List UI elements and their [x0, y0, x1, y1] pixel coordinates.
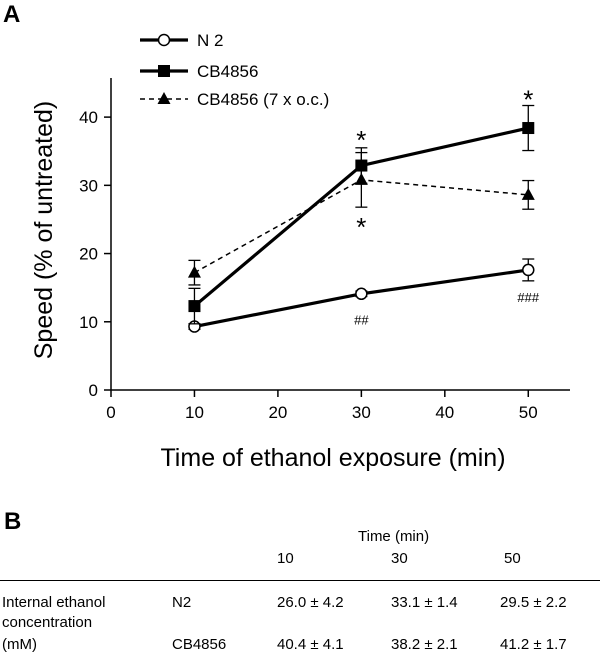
y-tick-label: 40 [79, 108, 98, 127]
row-strain-n2: N2 [172, 594, 192, 611]
row-label-line-2: concentration [2, 614, 93, 631]
y-axis-title: Speed (% of untreated) [30, 101, 58, 360]
column-header-10: 10 [277, 550, 294, 567]
legend-label: CB4856 [197, 62, 258, 81]
row-label-line-1: Internal ethanol [2, 594, 106, 611]
column-header-30: 30 [391, 550, 408, 567]
legend-marker [158, 65, 170, 77]
axes: 0 10 20 30 40 0 10 20 30 40 50 [79, 78, 570, 422]
significance-star: * [356, 212, 366, 242]
plot-area: ***##### [187, 84, 540, 333]
legend-label: N 2 [197, 31, 223, 50]
cell-n2-10: 26.0 ± 4.2 [277, 594, 344, 611]
panel-label-a: A [3, 1, 20, 28]
y-tick-label: 30 [79, 176, 98, 195]
x-tick-label: 10 [185, 403, 204, 422]
cell-n2-30: 33.1 ± 1.4 [391, 594, 458, 611]
data-point [522, 263, 535, 277]
cell-cb4856-10: 40.4 ± 4.1 [277, 636, 344, 653]
data-point [522, 122, 535, 135]
internal-ethanol-table: B Time (min) 10 30 50 Internal ethanol c… [0, 508, 600, 666]
panel-label-b: B [4, 508, 22, 535]
legend-marker [157, 33, 171, 47]
significance-hash: ## [354, 313, 369, 328]
cell-cb4856-30: 38.2 ± 2.1 [391, 636, 458, 653]
x-axis-title: Time of ethanol exposure (min) [160, 444, 505, 472]
legend-item-cb4856-7-x-o-c: CB4856 (7 x o.c.) [140, 90, 329, 109]
series-cb4856 [188, 104, 535, 325]
column-group-header: Time (min) [358, 528, 430, 545]
cell-n2-50: 29.5 ± 2.2 [500, 594, 567, 611]
significance-star: * [523, 84, 533, 114]
x-tick-label: 40 [435, 403, 454, 422]
column-header-50: 50 [504, 550, 521, 567]
x-tick-label: 50 [519, 403, 538, 422]
data-point [355, 159, 368, 172]
legend-label: CB4856 (7 x o.c.) [197, 90, 329, 109]
legend-marker [157, 92, 171, 104]
y-tick-label: 10 [79, 313, 98, 332]
y-tick-label: 20 [79, 245, 98, 264]
speed-chart: A N 2 CB4856 CB4856 (7 x o.c.) 0 10 20 30 40 0 1… [3, 1, 570, 472]
legend-item-n-2: N 2 [140, 31, 223, 50]
data-point [188, 300, 201, 313]
data-point [355, 287, 368, 301]
y-tick-label: 0 [89, 381, 98, 400]
cell-cb4856-50: 41.2 ± 1.7 [500, 636, 567, 653]
x-tick-label: 30 [352, 403, 371, 422]
table-rule [0, 580, 600, 581]
series-n-2 [188, 258, 535, 333]
data-point [187, 265, 201, 278]
x-tick-label: 0 [106, 403, 115, 422]
data-point [521, 187, 535, 200]
x-tick-label: 20 [268, 403, 287, 422]
significance-star: * [356, 125, 366, 155]
legend: N 2 CB4856 CB4856 (7 x o.c.) [140, 31, 329, 109]
row-strain-cb4856: CB4856 [172, 636, 227, 653]
row-label-line-3: (mM) [2, 636, 37, 653]
significance-hash: ### [517, 290, 539, 305]
legend-item-cb4856: CB4856 [140, 62, 258, 81]
